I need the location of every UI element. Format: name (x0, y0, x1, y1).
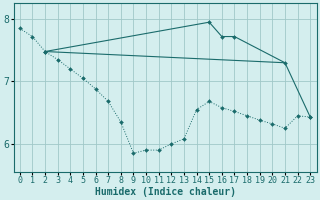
X-axis label: Humidex (Indice chaleur): Humidex (Indice chaleur) (94, 186, 236, 197)
